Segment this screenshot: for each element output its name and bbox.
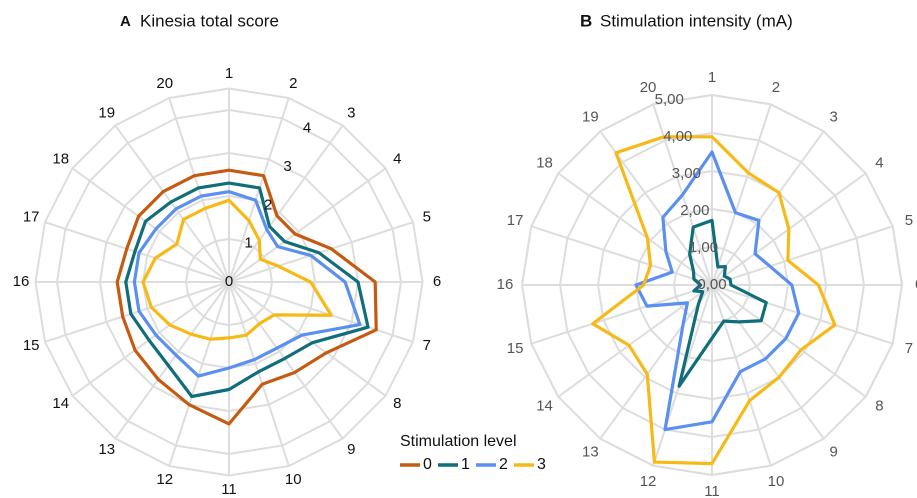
legend-label: 0 <box>423 456 432 473</box>
spoke <box>530 225 713 286</box>
category-label: 19 <box>98 105 115 122</box>
spoke <box>711 284 825 440</box>
category-label: 5 <box>423 209 431 226</box>
spoke <box>711 284 894 345</box>
spoke <box>168 97 230 283</box>
category-label: 19 <box>582 109 599 126</box>
category-label: 2 <box>289 75 297 92</box>
tick-label: 5,00 <box>655 91 684 108</box>
category-label: 9 <box>829 443 837 460</box>
spoke <box>228 221 414 283</box>
category-label: 14 <box>52 395 69 412</box>
spoke <box>228 281 414 343</box>
category-label: 11 <box>221 481 237 498</box>
spoke <box>711 284 772 467</box>
tick-label: 2,00 <box>680 202 709 219</box>
spoke <box>599 284 713 440</box>
spoke <box>44 281 230 343</box>
category-label: 15 <box>23 337 40 354</box>
category-label: 18 <box>52 151 69 168</box>
category-label: 3 <box>347 105 355 122</box>
chart-title: Stimulation intensity (mA) <box>600 11 793 30</box>
legend-title: Stimulation level <box>400 433 517 450</box>
legend-label: 2 <box>499 456 508 473</box>
tick-label: 4 <box>303 120 311 137</box>
spoke <box>711 103 772 286</box>
legend-label: 3 <box>537 456 546 473</box>
category-label: 20 <box>156 75 173 92</box>
category-label: 8 <box>393 395 401 412</box>
category-label: 15 <box>507 340 524 357</box>
legend-label: 1 <box>461 456 470 473</box>
spoke <box>114 124 230 283</box>
spoke <box>228 281 387 397</box>
category-label: 1 <box>708 69 716 86</box>
spoke <box>71 281 230 397</box>
category-label: 12 <box>156 471 173 488</box>
category-label: 11 <box>704 483 720 498</box>
spoke <box>71 167 230 283</box>
spoke <box>557 172 713 286</box>
spoke <box>168 281 230 467</box>
category-label: 1 <box>225 65 233 82</box>
category-label: 7 <box>905 340 913 357</box>
category-label: 18 <box>536 154 553 171</box>
tick-label: 0,00 <box>697 276 726 293</box>
series-line <box>132 190 362 378</box>
spoke <box>228 167 387 283</box>
spoke <box>114 281 230 440</box>
spoke <box>530 284 713 345</box>
category-label: 6 <box>915 276 917 293</box>
series-line <box>634 150 801 432</box>
tick-label: 3,00 <box>672 165 701 182</box>
category-label: 17 <box>23 209 40 226</box>
spoke <box>228 281 344 440</box>
spoke <box>711 284 867 398</box>
tick-label: 4,00 <box>663 128 692 145</box>
category-label: 2 <box>772 79 780 96</box>
category-label: 3 <box>829 109 837 126</box>
spoke <box>228 281 290 467</box>
category-label: 20 <box>640 79 657 96</box>
tick-label: 1 <box>244 235 252 252</box>
category-label: 9 <box>347 441 355 458</box>
category-label: 17 <box>507 212 524 229</box>
category-label: 6 <box>433 273 441 290</box>
panel-letter: B <box>580 11 592 30</box>
series-line <box>591 135 837 466</box>
category-label: 4 <box>393 151 401 168</box>
category-label: 12 <box>640 473 657 490</box>
spoke <box>228 124 344 283</box>
chart-title: Kinesia total score <box>140 11 279 30</box>
category-label: 8 <box>875 398 883 415</box>
category-label: 4 <box>875 154 883 171</box>
series-line <box>124 181 370 399</box>
spoke <box>44 221 230 283</box>
category-label: 14 <box>536 398 553 415</box>
tick-label: 3 <box>283 158 291 175</box>
category-label: 5 <box>905 212 913 229</box>
spoke <box>711 225 894 286</box>
spoke <box>711 130 825 286</box>
panel-letter: A <box>120 13 131 30</box>
category-label: 16 <box>13 273 30 290</box>
series-line <box>115 168 378 426</box>
category-label: 10 <box>285 471 302 488</box>
category-label: 13 <box>98 441 115 458</box>
series-line <box>141 198 333 341</box>
category-label: 7 <box>423 337 431 354</box>
category-label: 13 <box>582 443 599 460</box>
series-line <box>677 218 768 388</box>
category-label: 16 <box>497 276 514 293</box>
tick-label: 2 <box>264 196 272 213</box>
tick-label: 0 <box>225 273 233 290</box>
category-label: 10 <box>768 473 785 490</box>
tick-label: 1,00 <box>689 239 718 256</box>
